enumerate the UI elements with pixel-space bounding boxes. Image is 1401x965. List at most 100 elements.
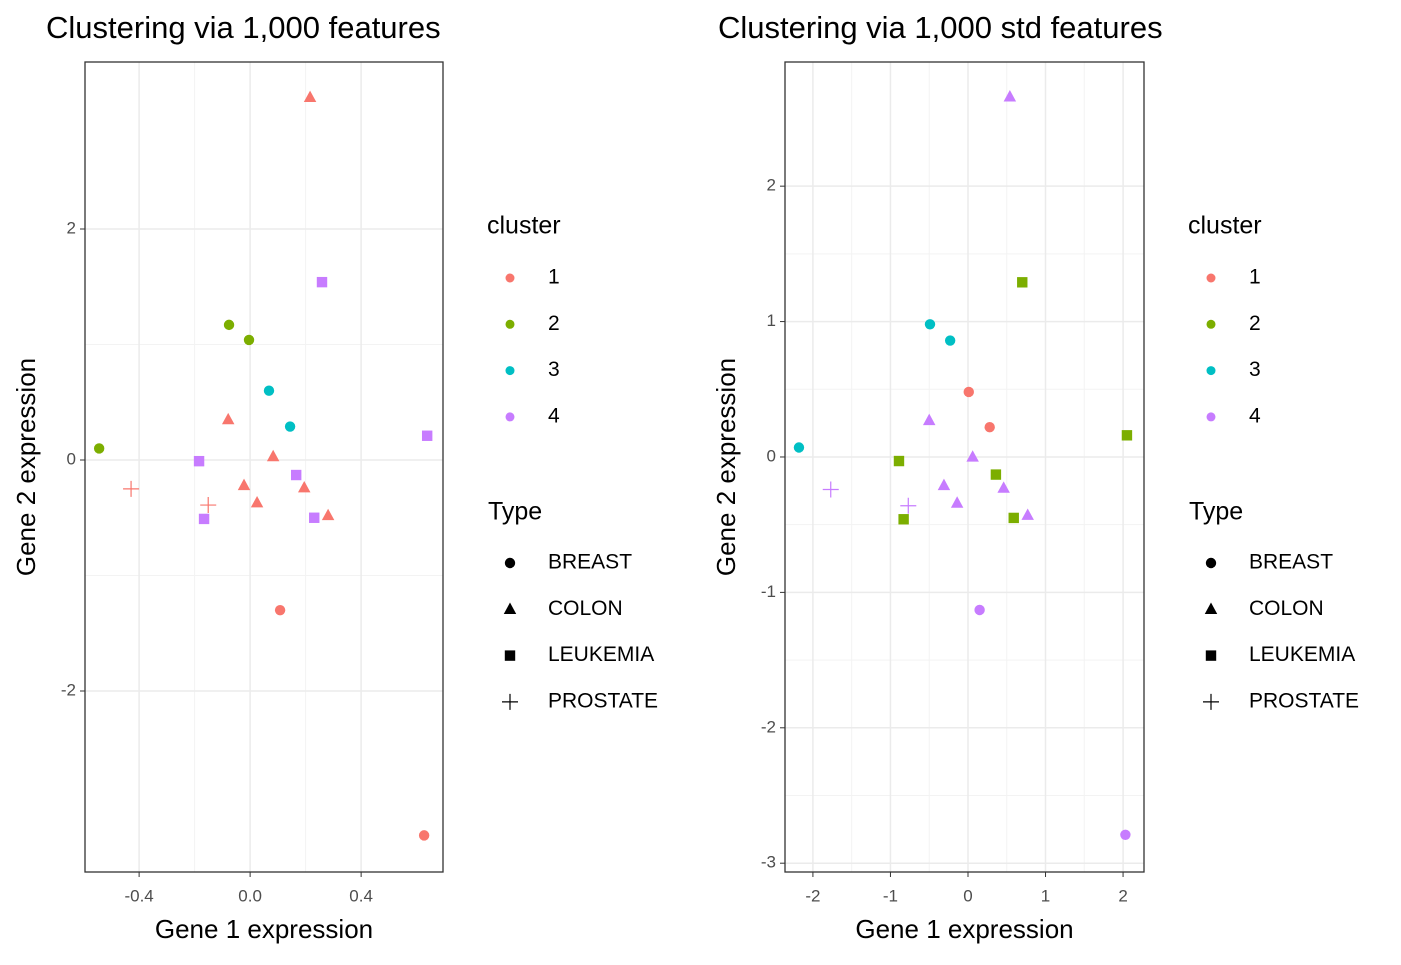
y-tick-label: -1 [761, 582, 776, 601]
plot-border [84, 61, 444, 873]
x-tick-label: -1 [883, 886, 898, 905]
chart-title: Clustering via 1,000 std features [718, 10, 1163, 45]
legend-key [1206, 366, 1216, 376]
point [1121, 430, 1133, 441]
legend-key [1203, 693, 1219, 710]
legend-label: 1 [548, 266, 560, 289]
legend-label: 3 [548, 358, 560, 381]
legend-label: 2 [548, 312, 560, 335]
point [793, 442, 805, 453]
legend-key [503, 602, 517, 614]
y-tick-label: 0 [67, 449, 76, 468]
point [944, 335, 956, 346]
point [1120, 829, 1131, 840]
legend-title: Type [1189, 498, 1243, 526]
point [822, 481, 839, 498]
legend-label: 4 [1249, 404, 1261, 427]
legend-label: 2 [1249, 312, 1261, 335]
point [250, 495, 264, 508]
x-axis-label: Gene 1 expression [855, 914, 1073, 944]
legend-key [504, 650, 516, 661]
point [223, 319, 235, 331]
legend-label: PROSTATE [548, 689, 658, 712]
point [123, 480, 140, 497]
y-tick-label: 2 [67, 218, 76, 237]
legend-label: BREAST [1249, 551, 1333, 574]
point [974, 604, 985, 616]
x-tick-label: 0 [963, 886, 972, 905]
y-tick-label: -2 [61, 680, 76, 699]
point [290, 469, 302, 481]
point [266, 449, 280, 462]
legend-label: 4 [548, 404, 560, 427]
legend-key [502, 693, 518, 710]
legend-key [1206, 319, 1216, 329]
point [263, 385, 275, 396]
point [1017, 277, 1028, 288]
point [997, 481, 1010, 493]
point [421, 430, 433, 441]
chart-title: Clustering via 1,000 features [46, 10, 441, 45]
point [963, 386, 974, 398]
y-tick-label: -3 [761, 853, 776, 872]
point [193, 455, 205, 467]
legend-key [1205, 557, 1217, 569]
point [274, 604, 286, 616]
point [298, 480, 311, 493]
y-axis-label: Gene 2 expression [711, 358, 741, 576]
legend-key [504, 557, 516, 569]
x-tick-label: -2 [805, 886, 820, 905]
point [900, 497, 917, 514]
point [966, 450, 979, 462]
legend-key [505, 366, 515, 376]
point [316, 276, 328, 288]
point [922, 413, 936, 426]
point [990, 469, 1002, 480]
y-axis-label: Gene 2 expression [11, 358, 41, 576]
legend-key [1204, 602, 1218, 614]
x-tick-label: 2 [1118, 886, 1127, 905]
point [1003, 90, 1017, 102]
legend-key [505, 273, 515, 283]
x-axis-label: Gene 1 expression [155, 914, 373, 944]
y-tick-label: -2 [761, 717, 776, 736]
legend-key [1206, 412, 1216, 422]
point [303, 90, 317, 103]
point [1008, 512, 1019, 524]
y-tick-label: 0 [767, 446, 776, 465]
point [200, 497, 217, 514]
point [243, 334, 255, 346]
legend-label: LEUKEMIA [548, 643, 654, 666]
point [950, 496, 964, 508]
legend-title: cluster [1188, 212, 1262, 240]
point [93, 443, 105, 454]
legend-label: 1 [1249, 266, 1261, 289]
x-tick-label: -0.4 [124, 886, 153, 905]
point [418, 830, 430, 841]
legend-label: COLON [1249, 597, 1324, 620]
point [237, 478, 251, 491]
point [309, 512, 320, 523]
legend-key [1205, 650, 1217, 661]
legend-label: 3 [1249, 358, 1261, 381]
legend-key [505, 319, 515, 329]
x-tick-label: 0.0 [238, 886, 262, 905]
x-tick-label: 1 [1041, 886, 1050, 905]
legend-key [505, 412, 515, 422]
legend-label: COLON [548, 597, 623, 620]
point [1021, 508, 1034, 520]
point [198, 513, 210, 525]
y-tick-label: 2 [767, 176, 776, 195]
legend-label: BREAST [548, 551, 632, 574]
point [984, 421, 995, 433]
point [893, 455, 905, 467]
legend-title: Type [488, 498, 542, 526]
legend-label: LEUKEMIA [1249, 643, 1355, 666]
point [898, 514, 909, 525]
y-tick-label: 1 [767, 311, 776, 330]
point [284, 421, 296, 432]
point [321, 508, 335, 521]
legend-key [1206, 273, 1216, 283]
x-tick-label: 0.4 [349, 886, 373, 905]
